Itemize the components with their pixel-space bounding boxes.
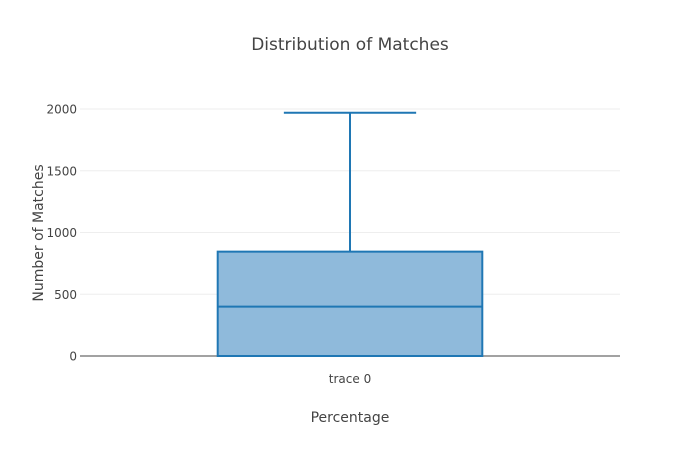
y-tick-label: 0 — [69, 350, 77, 364]
y-tick-label: 500 — [54, 288, 77, 302]
y-axis-ticks: 0 500 1000 1500 2000 — [46, 103, 77, 364]
x-axis-ticks: trace 0 — [329, 372, 371, 386]
chart-title: Distribution of Matches — [251, 35, 449, 55]
y-tick-label: 1000 — [46, 226, 77, 240]
y-tick-label: 1500 — [46, 164, 77, 178]
iqr-box — [216, 250, 484, 357]
box-layer — [216, 111, 484, 357]
y-axis-title: Number of Matches — [31, 164, 47, 301]
x-axis-title: Percentage — [311, 410, 390, 426]
x-tick-label: trace 0 — [329, 372, 371, 386]
y-tick-label: 2000 — [46, 103, 77, 117]
